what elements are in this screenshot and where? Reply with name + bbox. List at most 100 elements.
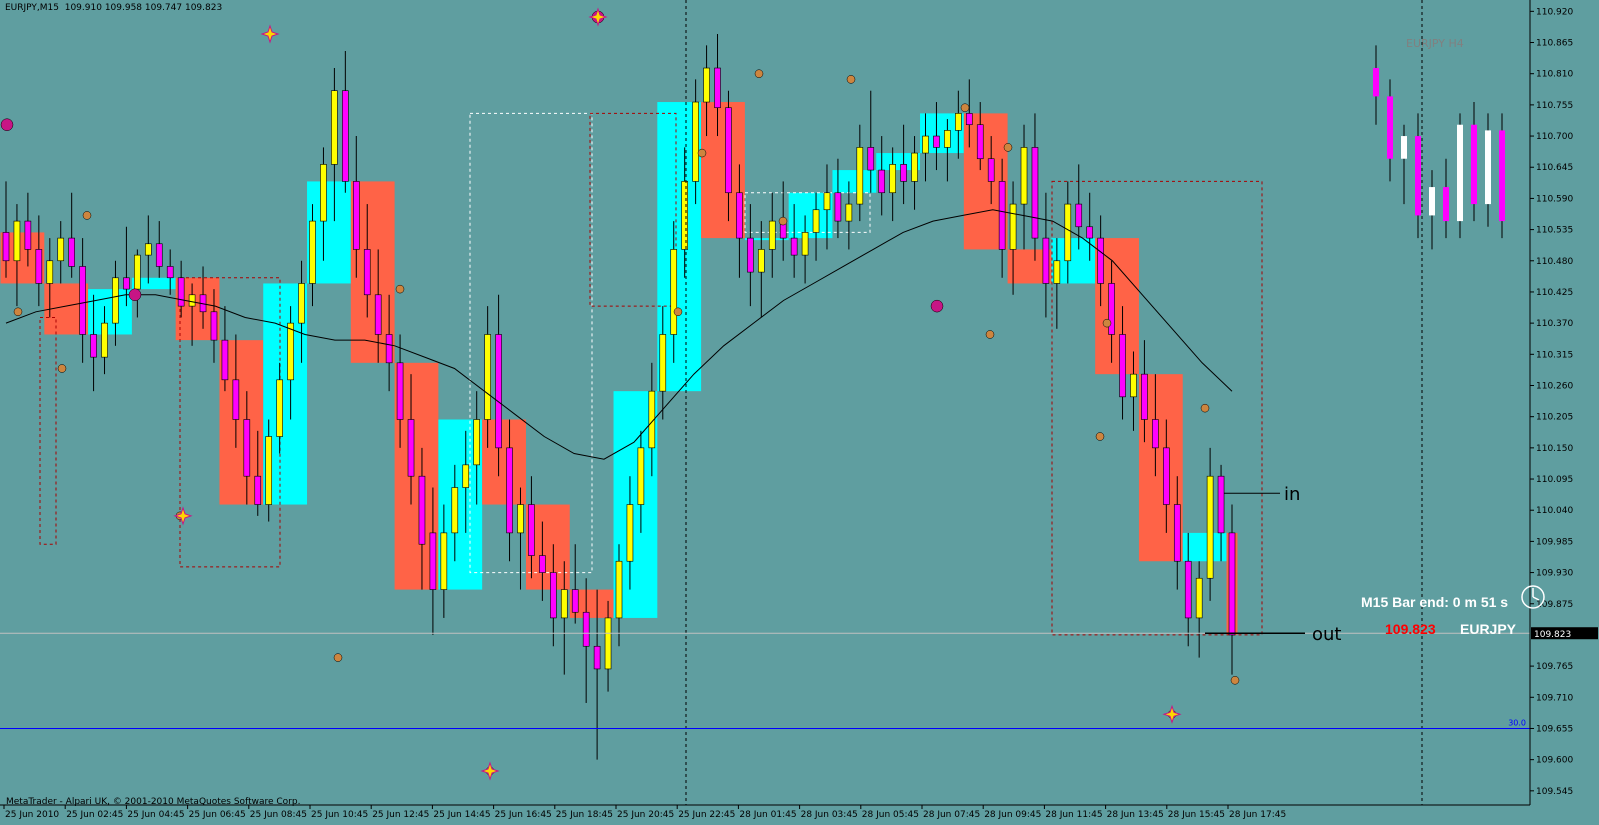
time-tick-label: 28 Jun 15:45 xyxy=(1168,810,1225,820)
candle-body xyxy=(812,209,820,233)
range-box xyxy=(589,112,677,307)
price-tick-label: 109.600 xyxy=(1536,756,1573,766)
h4-candle-body xyxy=(1457,124,1463,222)
time-tick-label: 25 Jun 16:45 xyxy=(495,810,552,820)
candle-body xyxy=(331,90,338,165)
range-box xyxy=(39,316,57,545)
candle-body xyxy=(758,249,765,273)
h4-candle-body xyxy=(1415,136,1421,216)
candle-body xyxy=(747,237,754,273)
time-tick-label: 25 Jun 02:45 xyxy=(66,810,123,820)
price-tick-label: 110.535 xyxy=(1536,226,1573,236)
trend-box xyxy=(876,153,921,171)
candle-body xyxy=(878,169,886,194)
candle-body xyxy=(790,237,798,256)
candle-body xyxy=(922,135,929,154)
candle-body xyxy=(221,339,229,381)
candle-body xyxy=(1064,203,1072,262)
candle-body xyxy=(911,152,918,182)
range-box xyxy=(744,192,871,233)
signal-dot xyxy=(673,307,683,317)
candle-body xyxy=(188,294,196,307)
candle-body xyxy=(867,147,875,171)
price-tick-label: 110.755 xyxy=(1536,101,1573,111)
h4-candle-body xyxy=(1485,130,1491,205)
candle-body xyxy=(1217,475,1225,534)
time-tick-label: 25 Jun 2010 xyxy=(5,810,59,820)
candle-body xyxy=(298,283,305,324)
candle-body xyxy=(1163,447,1170,505)
price-tick-label: 110.920 xyxy=(1536,7,1573,17)
candle-body xyxy=(834,192,842,222)
markers-layer xyxy=(0,7,1240,781)
candle-body xyxy=(955,113,962,131)
trend-box xyxy=(131,277,176,290)
candle-body xyxy=(484,334,491,420)
signal-dot xyxy=(778,216,788,226)
candle-body xyxy=(407,419,415,477)
header-ohlc: 109.910 109.958 109.747 109.823 xyxy=(64,3,223,13)
time-tick-label: 25 Jun 08:45 xyxy=(250,810,307,820)
signal-dot xyxy=(1095,432,1105,441)
clock-icon xyxy=(1521,585,1545,609)
time-tick-label: 28 Jun 17:45 xyxy=(1229,810,1286,820)
signal-dot xyxy=(985,330,995,339)
candle-body xyxy=(845,203,853,222)
candle-body xyxy=(517,504,524,534)
star-marker xyxy=(480,761,500,781)
time-tick-label: 25 Jun 04:45 xyxy=(127,810,184,820)
signal-dot xyxy=(13,307,23,317)
bar-end-timer: M15 Bar end: 0 m 51 s xyxy=(1361,594,1508,610)
candle-body xyxy=(13,220,21,262)
candle-body xyxy=(900,164,907,182)
time-tick-label: 28 Jun 03:45 xyxy=(801,810,858,820)
candle-body xyxy=(681,181,688,250)
candle-body xyxy=(1206,475,1214,579)
trend-box xyxy=(832,170,877,193)
header-symbol: EURJPY,M15 xyxy=(5,3,59,13)
candle-body xyxy=(418,475,426,545)
price-tick-label: 109.930 xyxy=(1536,569,1573,579)
candle-body xyxy=(2,232,10,262)
candle-body xyxy=(615,560,623,619)
price-tick-label: 110.095 xyxy=(1536,475,1573,485)
candle-body xyxy=(243,419,251,477)
price-tick-label: 110.150 xyxy=(1536,444,1573,454)
star-marker xyxy=(173,506,193,526)
price-tick-label: 110.700 xyxy=(1536,132,1573,142)
candle-body xyxy=(254,475,262,505)
time-tick-label: 25 Jun 10:45 xyxy=(311,810,368,820)
price-tick-label: 110.205 xyxy=(1536,413,1573,423)
candle-body xyxy=(1086,226,1093,239)
chart-header: EURJPY,M15 109.910 109.958 109.747 109.8… xyxy=(5,3,222,13)
h4-inset-label: EURJPY H4 xyxy=(1406,37,1464,50)
h4-candle-body xyxy=(1471,124,1477,205)
candle-body xyxy=(987,158,995,182)
candle-body xyxy=(112,277,119,324)
candle-body xyxy=(1173,504,1181,562)
price-tick-label: 110.645 xyxy=(1536,163,1573,173)
candle-body xyxy=(703,67,710,103)
candle-body xyxy=(440,532,448,590)
candle-body xyxy=(560,589,568,619)
signal-dot xyxy=(57,364,67,373)
candles-layer xyxy=(2,34,1236,760)
candle-body xyxy=(965,113,973,126)
candle-body xyxy=(385,334,393,364)
candle-body xyxy=(374,294,382,335)
time-tick-label: 28 Jun 09:45 xyxy=(984,810,1041,820)
moving-average-line xyxy=(5,209,1233,460)
candle-body xyxy=(528,504,535,556)
candle-body xyxy=(736,192,743,239)
candle-body xyxy=(1228,532,1236,636)
signal-dot xyxy=(1200,403,1210,413)
candle-body xyxy=(495,334,502,449)
candle-body xyxy=(134,254,141,290)
candle-body xyxy=(46,260,54,284)
time-tick-label: 25 Jun 18:45 xyxy=(556,810,613,820)
candle-body xyxy=(604,617,612,670)
price-tick-label: 110.260 xyxy=(1536,381,1573,391)
time-tick-label: 28 Jun 07:45 xyxy=(923,810,980,820)
candle-body xyxy=(309,220,316,284)
